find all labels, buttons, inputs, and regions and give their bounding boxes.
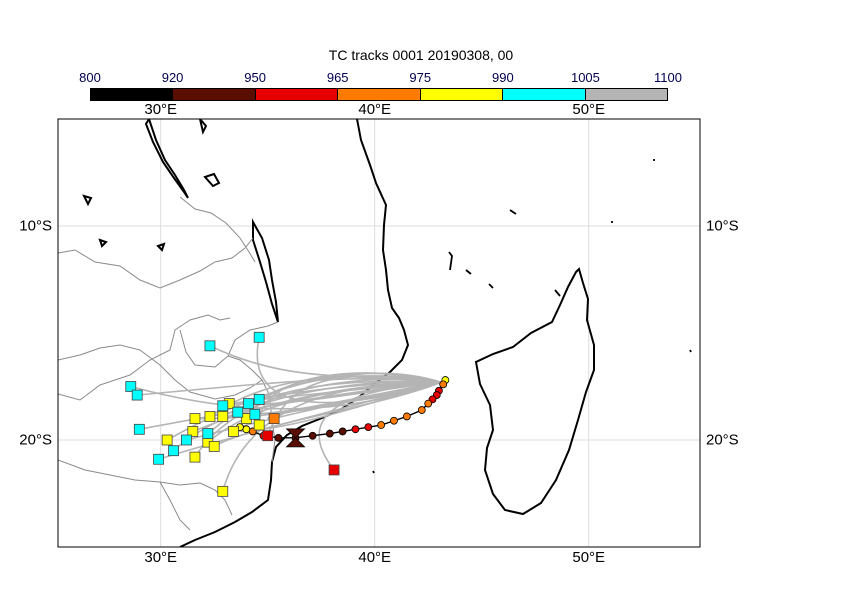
africa-coastline <box>179 119 410 547</box>
ensemble-endpoint-marker <box>187 426 199 437</box>
lon-label: 30°E <box>144 101 178 118</box>
comoros-islands <box>448 209 561 297</box>
ensemble-endpoint-marker <box>204 411 216 422</box>
ensemble-endpoint-marker <box>125 381 137 392</box>
ensemble-endpoint-marker <box>204 340 216 352</box>
observed-track-point <box>325 429 334 438</box>
ensemble-endpoint-marker <box>202 428 214 439</box>
observed-track-point <box>424 399 433 408</box>
observed-track-point <box>417 406 426 414</box>
ensemble-endpoint-marker <box>243 398 254 410</box>
colorbar-segment <box>91 89 173 100</box>
ensemble-track-line <box>256 337 442 404</box>
ensemble-endpoint-marker <box>262 430 274 442</box>
small-island <box>372 159 692 474</box>
ensemble-endpoint-marker <box>253 393 265 405</box>
lon-label: 50°E <box>572 101 606 118</box>
ensemble-endpoint-marker <box>168 445 179 457</box>
colorbar-label: 1005 <box>570 70 600 85</box>
map-frame <box>57 118 701 548</box>
colorbar-segment <box>419 89 503 100</box>
observed-track-point <box>274 433 283 442</box>
ensemble-endpoint-marker <box>131 389 143 401</box>
ensemble-endpoint-marker <box>153 453 164 465</box>
colorbar-label: 975 <box>409 70 432 85</box>
graticule <box>58 119 700 547</box>
observed-track-point <box>351 425 360 434</box>
observed-track-point <box>308 431 317 440</box>
ensemble-tracks <box>130 337 442 492</box>
ensemble-endpoint-marker <box>217 411 229 422</box>
observed-track-point <box>242 425 251 434</box>
ensemble-endpoint-marker <box>253 419 265 431</box>
colorbar-segment <box>172 89 255 100</box>
lon-label: 30°E <box>144 549 178 566</box>
lake-malawi <box>252 218 279 323</box>
ensemble-track-line <box>207 381 442 443</box>
ensemble-endpoint-marker <box>133 423 145 435</box>
lake-mweru <box>203 172 221 188</box>
landfall-hourglass <box>285 428 306 448</box>
ensemble-endpoint-marker <box>217 485 229 497</box>
lat-label: 10°S <box>19 217 52 235</box>
lon-label: 40°E <box>358 549 392 566</box>
ensemble-endpoint-marker <box>253 331 265 343</box>
pressure-colorbar <box>90 88 668 101</box>
colorbar-label: 800 <box>79 70 101 85</box>
observed-track-point <box>390 416 398 425</box>
ensemble-endpoint-marker <box>249 408 261 420</box>
ensemble-track-line <box>130 381 442 410</box>
colorbar-label: 1100 <box>654 70 682 85</box>
lon-label: 40°E <box>358 101 392 118</box>
observed-track-point <box>338 427 347 436</box>
lake-small <box>156 242 166 252</box>
lake-victoria <box>199 119 208 135</box>
colorbar-label: 965 <box>326 70 349 85</box>
lon-label: 50°E <box>572 549 606 566</box>
ensemble-endpoint-marker <box>189 451 201 463</box>
ensemble-track-line <box>209 345 442 384</box>
ensemble-endpoint-marker <box>217 400 229 412</box>
lat-label: 10°S <box>706 217 739 235</box>
colorbar-label: 990 <box>491 70 514 85</box>
colorbar-label: 920 <box>161 70 184 85</box>
ensemble-endpoint-marker <box>189 413 201 425</box>
colorbar-segment <box>584 89 667 100</box>
colorbar-segment <box>254 89 338 100</box>
lat-label: 20°S <box>706 431 739 449</box>
ensemble-endpoint-marker <box>232 406 244 418</box>
observed-track-point <box>377 421 386 429</box>
ensemble-track-line <box>222 381 442 407</box>
ensemble-endpoints <box>125 331 340 497</box>
lake-tanganyika <box>144 119 189 199</box>
observed-track-point <box>364 423 373 432</box>
ensemble-endpoint-marker <box>208 441 220 452</box>
country-borders <box>58 196 279 531</box>
landfall-marker <box>285 428 306 448</box>
chart-title: TC tracks 0001 20190308, 00 <box>328 47 514 63</box>
ensemble-endpoint-marker <box>180 434 192 446</box>
lake-bangweulu <box>98 238 108 248</box>
ensemble-endpoint-marker <box>228 426 239 437</box>
ensemble-endpoint-marker <box>161 434 173 446</box>
lake-rukwa <box>82 194 93 207</box>
colorbar-label: 950 <box>244 70 266 85</box>
observed-track-point <box>439 380 448 389</box>
colorbar-segment <box>502 89 585 100</box>
madagascar-coastline <box>474 267 595 516</box>
observed-track-point <box>402 412 411 421</box>
colorbar-segment <box>337 89 420 100</box>
lat-label: 20°S <box>19 431 52 449</box>
ensemble-endpoint-marker <box>328 464 340 476</box>
ensemble-endpoint-marker <box>268 413 280 425</box>
